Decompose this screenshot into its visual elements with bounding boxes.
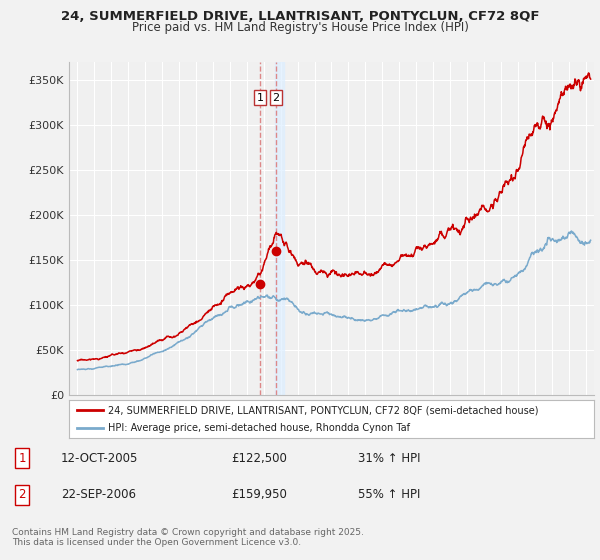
Text: HPI: Average price, semi-detached house, Rhondda Cynon Taf: HPI: Average price, semi-detached house,… [109,423,410,433]
Text: 22-SEP-2006: 22-SEP-2006 [61,488,136,501]
Text: 2: 2 [19,488,26,501]
Text: £122,500: £122,500 [231,451,287,465]
Text: 1: 1 [257,92,264,102]
Text: 24, SUMMERFIELD DRIVE, LLANTRISANT, PONTYCLUN, CF72 8QF: 24, SUMMERFIELD DRIVE, LLANTRISANT, PONT… [61,10,539,23]
Text: 2: 2 [272,92,280,102]
Text: 31% ↑ HPI: 31% ↑ HPI [358,451,420,465]
Text: 55% ↑ HPI: 55% ↑ HPI [358,488,420,501]
Text: 12-OCT-2005: 12-OCT-2005 [61,451,139,465]
Text: £159,950: £159,950 [231,488,287,501]
Text: 24, SUMMERFIELD DRIVE, LLANTRISANT, PONTYCLUN, CF72 8QF (semi-detached house): 24, SUMMERFIELD DRIVE, LLANTRISANT, PONT… [109,405,539,415]
Text: Contains HM Land Registry data © Crown copyright and database right 2025.
This d: Contains HM Land Registry data © Crown c… [12,528,364,547]
Bar [275,62,284,395]
Text: 1: 1 [19,451,26,465]
Text: Price paid vs. HM Land Registry's House Price Index (HPI): Price paid vs. HM Land Registry's House … [131,21,469,34]
